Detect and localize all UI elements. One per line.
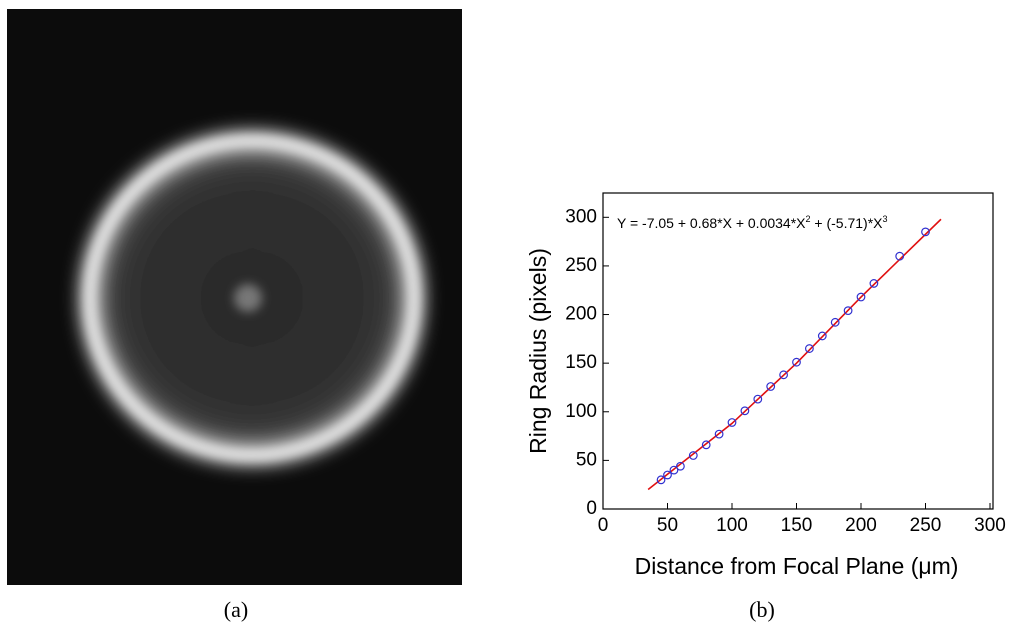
caption: (a) [224,597,248,622]
data-point [740,406,750,416]
y-tick-label: 0 [586,498,597,519]
y-tick-label: 100 [565,401,597,422]
data-point [895,251,905,261]
data-point [843,306,853,316]
data-point [805,344,814,353]
data-point [669,465,679,475]
annotation-part: 3 [883,214,888,224]
data-point [727,418,737,427]
y-tick-label: 250 [565,255,597,276]
data-point [753,394,763,404]
x-tick-label: 200 [845,515,877,536]
y-tick-label: 200 [565,304,597,325]
chart: 0 50 100 150 200 250 300 0 50 100 150 200 250 300 Dist… [525,192,1006,579]
data-point [676,461,685,471]
annotation-part: 2 [806,214,811,224]
x-tick-label: 50 [657,515,678,536]
y-axis-label: Ring Radius (pixels) [525,248,551,454]
data-point [921,227,930,237]
data-point [792,357,801,367]
x-tick-label: 300 [974,515,1006,536]
data-point [779,370,788,380]
data-point [663,470,672,480]
x-tick-label: 0 [598,515,609,536]
data-point [856,292,866,302]
x-tick-label: 150 [781,515,813,536]
y-tick-label: 50 [576,449,597,470]
annotation-part: Y = -7.05 + 0.68*X + 0.0034*X [617,215,806,231]
annotation-part: + (-5.71)*X [811,215,884,231]
x-axis-label: Distance from Focal Plane (μm) [635,553,959,579]
x-tick-label: 250 [910,515,942,536]
data-point [830,317,840,327]
x-tick-label: 100 [716,515,748,536]
annotation: Y = -7.05 + 0.68*X + 0.0034*X2 + (-5.71)… [617,214,888,230]
data-point [688,451,698,460]
y-tick-label: 300 [565,206,597,227]
data-point [869,279,879,288]
data-point [817,331,827,341]
fit-line [647,218,942,491]
data-point [766,382,776,391]
data-point [714,429,724,439]
data-point [701,440,711,450]
data-point [656,475,666,485]
y-tick-label: 150 [565,352,597,373]
plot-frame [602,192,994,510]
caption: (b) [749,597,775,622]
ring-image [7,9,462,585]
